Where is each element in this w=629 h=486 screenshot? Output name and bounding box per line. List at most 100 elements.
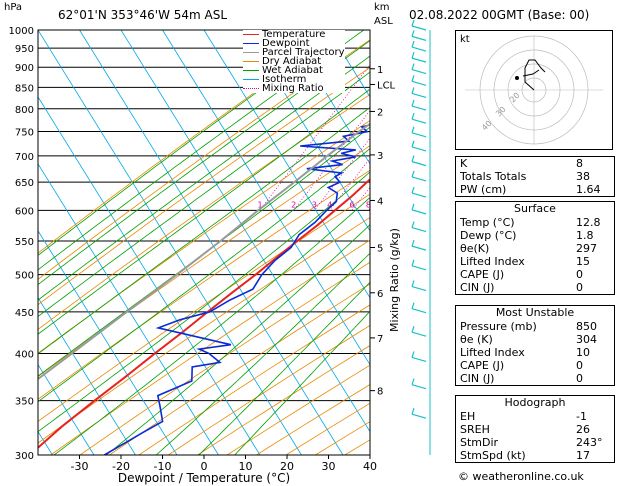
surface-title: Surface [514,202,556,215]
wet-adiabat [38,106,370,355]
precipitable-water-value: 1.64 [576,183,601,196]
wind-barb [411,161,427,167]
pressure-tick-900: 900 [15,63,34,74]
wind-barb-feather [411,302,415,309]
isotherm-line [120,30,370,433]
skewt-axes: 3003504004505005506006507007508008509009… [9,26,396,473]
legend-wet-adiabat: Wet Adiabat [243,66,345,76]
wind-barb [411,331,427,337]
wind-barb [411,80,427,86]
wet-adiabat [38,171,370,433]
pressure-tick-800: 800 [15,105,34,116]
mixing-ratio-line [293,109,370,211]
wind-barb-feather [411,280,415,287]
pressure-tick-550: 550 [15,237,34,248]
wind-barb-feather [411,239,415,247]
pressure-tick-950: 950 [15,44,34,55]
x-tick-40: 40 [363,460,377,473]
wind-barb [411,413,427,419]
isotherm-line [245,30,370,232]
km-tick-LCL: LCL [377,80,396,91]
most-unstable-title: Most Unstable [495,306,575,319]
km-tick-8: 8 [377,387,383,398]
series-parcel-trajectory [38,122,370,381]
legend-dry-adiabat: Dry Adiabat [243,57,345,67]
wind-barb [411,285,427,292]
legend-dewpoint: Dewpoint [243,39,345,49]
surface-table: Surface Temp (°C) 12.8 Dewp (°C) 1.8 θe(K)… [455,201,615,295]
wind-barb-feather [411,87,415,94]
skewt-grid [0,30,370,455]
mixing-ratio-label-15: 15 [401,200,411,209]
wind-barb-feather [411,75,415,82]
pressure-tick-700: 700 [15,152,34,163]
wind-barb-feather [411,221,415,228]
wind-barb-feather [411,30,415,37]
legend-temperature: Temperature [243,30,345,40]
wind-barb [411,68,427,75]
x-tick--10: -10 [154,460,172,473]
km-tick-7: 7 [377,334,383,345]
pressure-tick-350: 350 [15,397,34,408]
km-tick-3: 3 [377,151,383,162]
isotherm-line [0,30,11,455]
wind-barb [411,226,427,233]
km-unit-label: km [374,2,390,13]
wind-barb [411,118,427,124]
wind-barb [411,105,427,111]
wet-adiabat [155,252,370,455]
wind-barb [411,132,427,138]
mixing-ratio-label-2: 2 [291,200,296,209]
wind-barb-feather [411,112,415,120]
wind-barb-feather [411,155,415,162]
wind-barb-feather [411,19,415,27]
wind-barb-feather [411,351,415,358]
wind-barb-feather [411,407,415,415]
dry-adiabat [168,324,370,455]
x-tick-30: 30 [322,460,336,473]
wind-barb [411,192,427,198]
wind-barb-feather [411,378,415,385]
hodograph: kt 20 30 40 [455,30,613,150]
hodograph-unit-label: kt [460,34,470,45]
wind-barb-feather [411,99,415,107]
x-tick-10: 10 [239,460,253,473]
pressure-tick-450: 450 [15,308,34,319]
legend-mixing-ratio: Mixing Ratio [243,84,345,94]
dry-adiabat [38,193,370,422]
hodograph-trace [524,59,546,91]
isotherm-line [38,296,136,455]
wet-adiabat [38,148,370,403]
wind-barb [411,92,427,99]
dry-adiabat [79,261,370,455]
legend-isotherm: Isotherm [243,75,345,85]
x-tick--30: -30 [71,460,89,473]
datetime-title: 02.08.2022 00GMT (Base: 00) [409,8,590,22]
isotherm-line [38,30,302,455]
wind-barb-feather [411,259,415,266]
wind-barb [411,245,427,251]
mixing-ratio-label-25: 25 [433,200,443,209]
wet-adiabat [38,55,370,301]
dry-adiabat [38,67,370,306]
km-tick-4: 4 [377,196,383,207]
x-tick-20: 20 [280,460,294,473]
pressure-unit-label: hPa [4,2,23,13]
km-tick-2: 2 [377,107,383,118]
location-title: 62°01'N 353°46'W 54m ASL [58,8,228,22]
wind-barb-feather [411,140,415,148]
km-tick-5: 5 [377,244,383,255]
credit-text: © weatheronline.co.uk [458,470,584,483]
isotherm-line [38,96,261,455]
wind-barb [411,46,427,52]
pressure-tick-850: 850 [15,83,34,94]
mixing-ratio-label-3: 3 [312,200,317,209]
mixing-ratio-axis-label: Mixing Ratio (g/kg) [388,228,401,332]
series-temperature [38,177,370,449]
wind-barb-feather [411,51,415,59]
wind-barb [411,146,427,152]
wet-adiabat [106,224,370,455]
pressure-tick-400: 400 [15,349,34,360]
